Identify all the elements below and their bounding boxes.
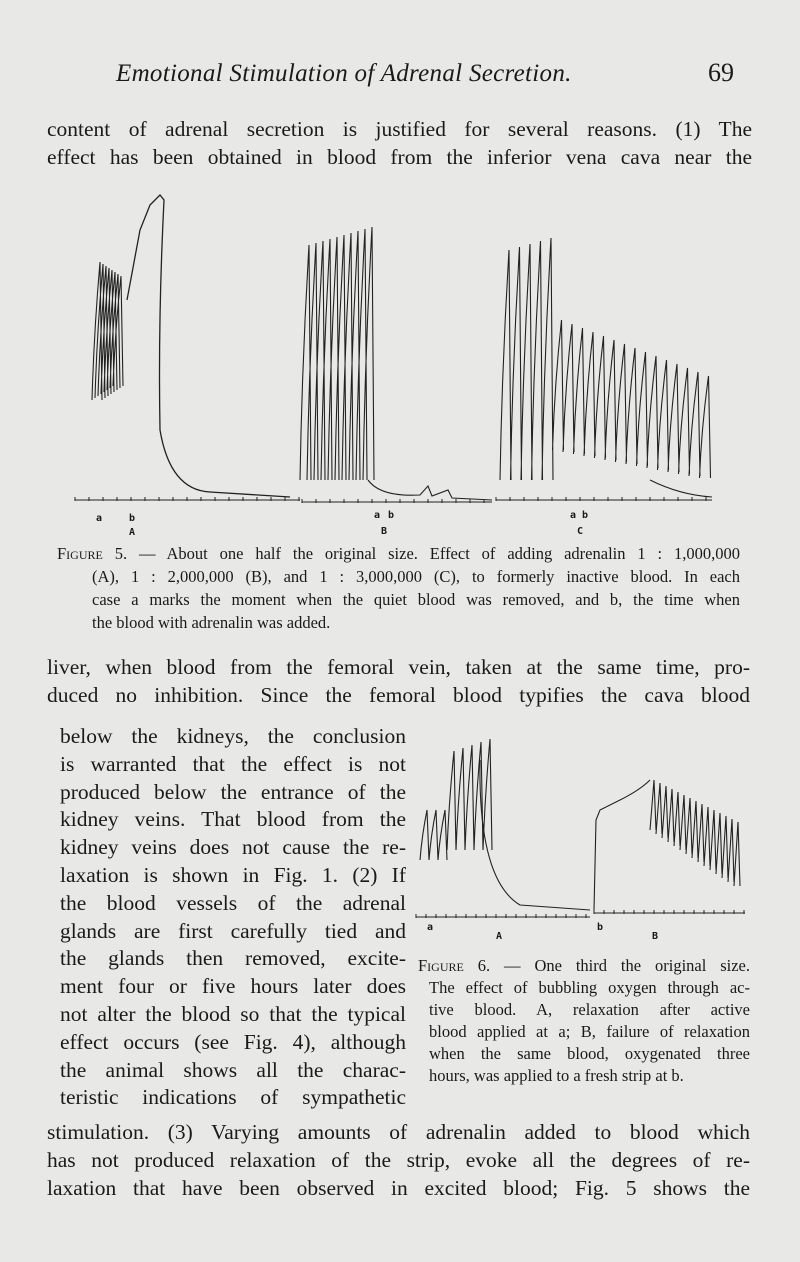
paragraph-line: has not produced relaxation of the strip… [47, 1148, 750, 1172]
relaxation-curve [126, 194, 291, 498]
paragraph-line: ment four or five hours later does [60, 974, 406, 999]
contraction-spikes [419, 738, 493, 861]
paragraph-line: produced below the entrance of the [60, 779, 406, 804]
paragraph-line: liver, when blood from the femoral vein,… [47, 655, 750, 679]
relaxation-curve [649, 479, 713, 498]
label-b: b [388, 510, 395, 521]
label-a: a [427, 922, 434, 933]
running-title: Emotional Stimulation of Adrenal Secreti… [116, 60, 572, 87]
paragraph-line: laxation is shown in Fig. 1. (2) If [60, 863, 406, 887]
paragraph-line: glands are first carefully tied and [60, 918, 406, 943]
label-a: a [374, 510, 381, 521]
label-C: C [577, 526, 584, 537]
paragraph-line: not alter the blood so that the typical [60, 1002, 406, 1026]
label-a: a [96, 513, 103, 524]
time-baseline [593, 910, 745, 914]
paragraph-line: below the kidneys, the conclusion [60, 724, 406, 748]
paragraph-line: the animal shows all the charac- [60, 1057, 406, 1082]
recovery-curve [593, 779, 651, 911]
paragraph-line: content of adrenal secretion is justifie… [47, 117, 752, 141]
contraction-spikes [649, 779, 741, 887]
label-B: B [652, 931, 659, 942]
contraction-spikes [299, 226, 375, 481]
time-baseline [301, 499, 492, 503]
paragraph-line: effect occurs (see Fig. 4), although [60, 1029, 406, 1054]
paragraph-line: effect has been obtained in blood from t… [47, 145, 752, 169]
contraction-spikes [91, 261, 124, 401]
label-A: A [496, 931, 503, 942]
paragraph-line: the glands then removed, excite- [60, 946, 406, 971]
label-a: a [570, 510, 577, 521]
paragraph-line: kidney veins. That blood from the [60, 807, 406, 832]
contraction-spikes [499, 237, 712, 481]
label-b: b [597, 922, 604, 933]
paragraph-line: laxation that have been observed in exci… [47, 1176, 750, 1200]
relaxation-curve [479, 759, 591, 911]
paragraph-line: the blood vessels of the adrenal [60, 890, 406, 915]
relaxation-curve [367, 479, 493, 501]
label-B: B [381, 526, 388, 537]
time-baseline [495, 497, 712, 501]
time-baseline [74, 497, 300, 501]
label-A: A [129, 527, 136, 538]
label-b: b [129, 513, 136, 524]
paragraph-line: stimulation. (3) Varying amounts of adre… [47, 1120, 750, 1144]
label-b: b [582, 510, 589, 521]
paragraph-line: is warranted that the effect is not [60, 751, 406, 776]
paragraph-line: kidney veins does not cause the re- [60, 835, 406, 860]
page-number: 69 [708, 58, 734, 87]
paragraph-line: duced no inhibition. Since the femoral b… [47, 683, 750, 707]
time-baseline [415, 914, 590, 918]
paragraph-line: teristic indications of sympathetic [60, 1085, 406, 1110]
